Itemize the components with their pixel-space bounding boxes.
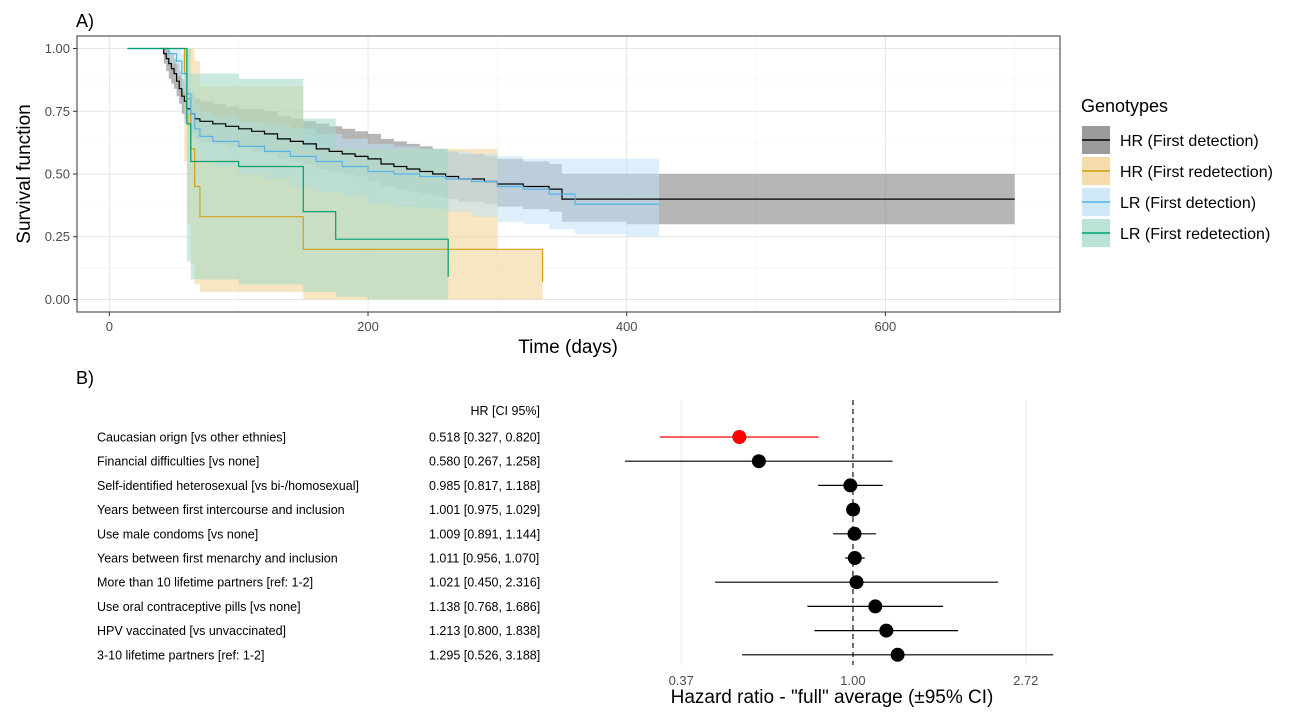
forest-row-hr: 0.985 [0.817, 1.188] bbox=[429, 479, 540, 493]
forest-row-hr: 1.009 [0.891, 1.144] bbox=[429, 527, 540, 541]
hr-table-header: HR [CI 95%] bbox=[471, 404, 540, 418]
forest-point bbox=[847, 551, 862, 565]
forest-row-hr: 1.011 [0.956, 1.070] bbox=[429, 552, 539, 566]
forest-row-hr: 0.518 [0.327, 0.820] bbox=[429, 431, 540, 445]
forest-row-hr: 1.138 [0.768, 1.686] bbox=[429, 600, 540, 614]
km-y-tick-label: 0.25 bbox=[45, 229, 70, 244]
forest-point bbox=[879, 623, 894, 638]
forest-row-hr: 0.580 [0.267, 1.258] bbox=[429, 455, 540, 469]
forest-row: HPV vaccinated [vs unvaccinated] 1.213 [0… bbox=[97, 623, 959, 638]
forest-row-label: Years between first menarchy and inclusi… bbox=[97, 552, 338, 566]
panel-a-label: A) bbox=[76, 11, 94, 31]
forest-row: Years between first intercourse and incl… bbox=[97, 502, 861, 517]
km-x-tick-label: 400 bbox=[616, 319, 638, 334]
forest-row: Use oral contraceptive pills [vs none] 1.… bbox=[97, 599, 944, 614]
forest-rows: Caucasian orign [vs other ethnies] 0.518 … bbox=[97, 430, 1054, 662]
km-confidence-bands bbox=[127, 48, 1015, 300]
km-legend: Genotypes HR (First detection)HR (First … bbox=[1081, 96, 1273, 247]
legend-items: HR (First detection) HR (First redetectio… bbox=[1082, 126, 1273, 247]
panel-b-label: B) bbox=[76, 368, 94, 388]
forest-row: Self-identified heterosexual [vs bi-/hom… bbox=[97, 478, 883, 493]
legend-title: Genotypes bbox=[1081, 96, 1168, 116]
forest-x-ticks: 0.37 1.00 2.72 bbox=[669, 673, 1039, 688]
forest-row: Years between first menarchy and inclusi… bbox=[97, 551, 865, 566]
km-x-tick-label: 600 bbox=[875, 319, 897, 334]
forest-point bbox=[732, 430, 747, 444]
km-y-tick-label: 0.00 bbox=[45, 292, 70, 307]
km-curve-3 bbox=[127, 47, 449, 277]
km-y-axis-label: Survival function bbox=[14, 104, 35, 243]
forest-point bbox=[846, 502, 861, 517]
forest-point bbox=[847, 526, 862, 541]
forest-point bbox=[751, 454, 766, 469]
forest-row: Caucasian orign [vs other ethnies] 0.518 … bbox=[97, 430, 819, 445]
km-band-3 bbox=[127, 48, 449, 300]
legend-label: LR (First detection) bbox=[1120, 195, 1256, 212]
forest-row-label: Use male condoms [vs none] bbox=[97, 527, 258, 541]
forest-row-label: Use oral contraceptive pills [vs none] bbox=[97, 600, 301, 614]
forest-row-label: More than 10 lifetime partners [ref: 1-2… bbox=[97, 576, 313, 590]
forest-x-tick-label: 1.00 bbox=[840, 673, 865, 688]
forest-row: Financial difficulties [vs none] 0.580 [0… bbox=[97, 454, 893, 469]
km-survival-curves bbox=[127, 47, 1015, 282]
forest-row-label: Years between first intercourse and incl… bbox=[97, 503, 345, 517]
legend-label: HR (First redetection) bbox=[1120, 164, 1273, 181]
km-x-tick-label: 200 bbox=[357, 319, 379, 334]
km-curve-2 bbox=[127, 47, 659, 205]
forest-row-label: Financial difficulties [vs none] bbox=[97, 455, 259, 469]
forest-row: More than 10 lifetime partners [ref: 1-2… bbox=[97, 575, 998, 590]
forest-point bbox=[890, 647, 905, 662]
legend-label: LR (First redetection) bbox=[1120, 226, 1270, 243]
forest-row-hr: 1.295 [0.526, 3.188] bbox=[429, 648, 540, 662]
forest-x-tick-label: 0.37 bbox=[669, 673, 694, 688]
forest-row-label: HPV vaccinated [vs unvaccinated] bbox=[97, 624, 286, 638]
km-x-ticks: 0 200 400 600 bbox=[106, 312, 897, 334]
forest-row-label: Self-identified heterosexual [vs bi-/hom… bbox=[97, 479, 359, 493]
forest-row-label: 3-10 lifetime partners [ref: 1-2] bbox=[97, 648, 264, 662]
forest-x-tick-label: 2.72 bbox=[1013, 673, 1038, 688]
km-y-tick-label: 1.00 bbox=[45, 41, 70, 56]
forest-x-axis-label: Hazard ratio - "full" average (±95% CI) bbox=[671, 687, 994, 708]
forest-point bbox=[849, 575, 864, 590]
km-x-axis-label: Time (days) bbox=[518, 337, 618, 358]
km-x-tick-label: 0 bbox=[106, 319, 113, 334]
km-y-tick-label: 0.50 bbox=[45, 167, 70, 182]
forest-point bbox=[868, 599, 883, 614]
km-y-ticks: 0.00 0.25 0.50 0.75 1.00 bbox=[45, 41, 77, 307]
km-y-tick-label: 0.75 bbox=[45, 104, 70, 119]
forest-point bbox=[843, 478, 858, 493]
forest-row-hr: 1.001 [0.975, 1.029] bbox=[429, 503, 540, 517]
legend-label: HR (First detection) bbox=[1120, 133, 1259, 150]
forest-row-hr: 1.021 [0.450, 2.316] bbox=[429, 576, 540, 590]
forest-row: 3-10 lifetime partners [ref: 1-2] 1.295 [… bbox=[97, 647, 1054, 662]
forest-row-label: Caucasian orign [vs other ethnies] bbox=[97, 431, 286, 445]
forest-row-hr: 1.213 [0.800, 1.838] bbox=[429, 624, 540, 638]
forest-row: Use male condoms [vs none] 1.009 [0.891, … bbox=[97, 526, 877, 541]
